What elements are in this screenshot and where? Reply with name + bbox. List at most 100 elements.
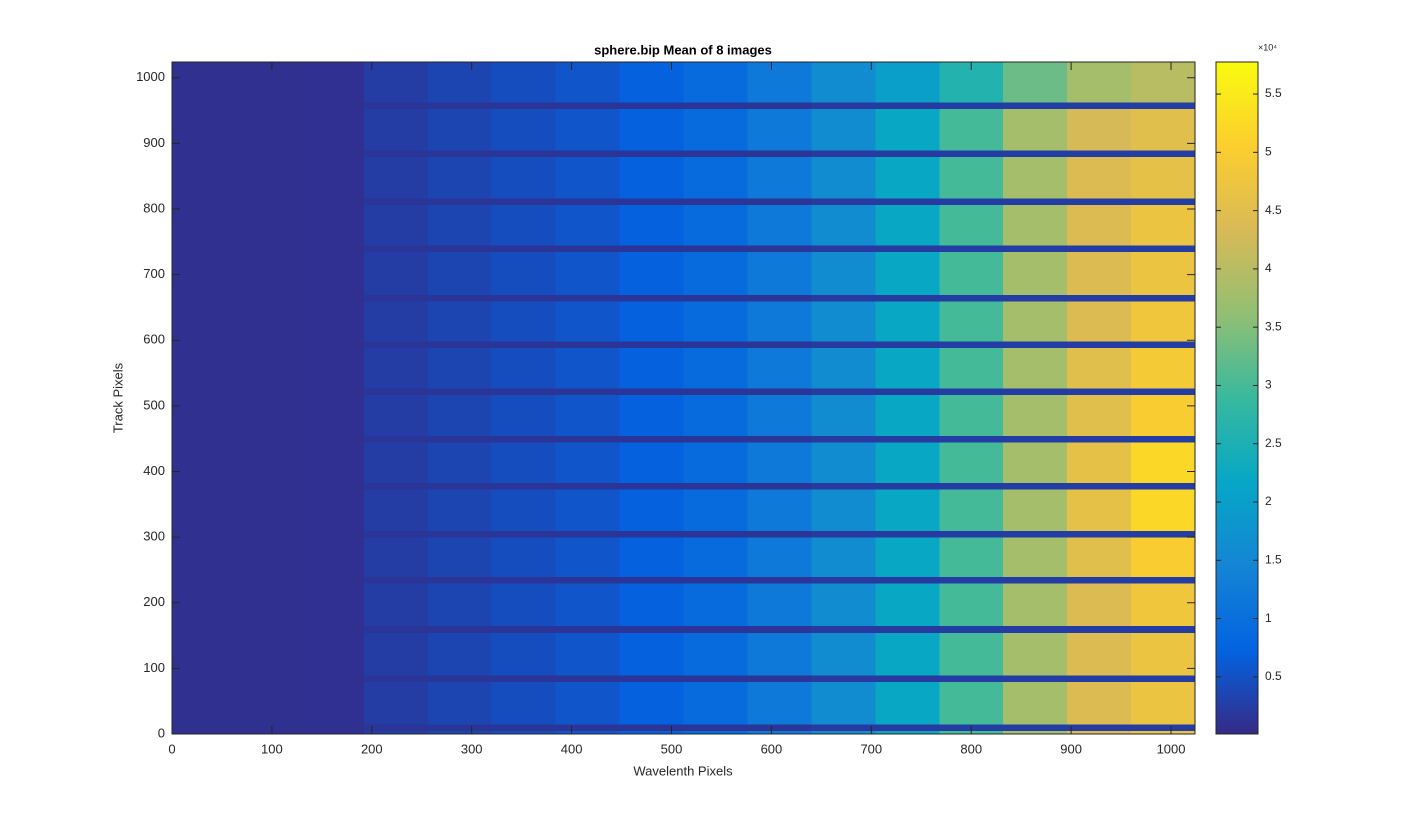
heatmap-cell bbox=[1003, 482, 1068, 490]
heatmap-cell bbox=[683, 300, 748, 342]
heatmap-cell bbox=[1067, 681, 1132, 725]
heatmap-cell bbox=[491, 489, 557, 532]
heatmap-cell bbox=[939, 530, 1004, 538]
heatmap-cell bbox=[875, 394, 940, 436]
heatmap-cell bbox=[491, 730, 557, 735]
heatmap-cell bbox=[299, 149, 365, 157]
heatmap-cell bbox=[491, 537, 557, 577]
heatmap-cell bbox=[235, 108, 301, 151]
heatmap-cell bbox=[619, 62, 684, 103]
heatmap-cell bbox=[747, 625, 812, 633]
heatmap-cell bbox=[363, 530, 429, 538]
heatmap-cell bbox=[299, 108, 365, 151]
heatmap-cell bbox=[1003, 251, 1068, 295]
colorbar-tick-label: 3.5 bbox=[1265, 319, 1282, 333]
heatmap-cell bbox=[1003, 537, 1068, 577]
heatmap-cell bbox=[555, 576, 621, 584]
heatmap-cell bbox=[363, 149, 429, 157]
heatmap-cell bbox=[491, 583, 557, 627]
heatmap-cell bbox=[235, 625, 301, 633]
heatmap-cell bbox=[1131, 204, 1196, 246]
heatmap-cell bbox=[363, 251, 429, 295]
heatmap-cell bbox=[299, 204, 365, 246]
heatmap-cell bbox=[555, 435, 621, 443]
heatmap-cell bbox=[491, 625, 557, 633]
heatmap-cell bbox=[235, 576, 301, 584]
heatmap-cell bbox=[299, 156, 365, 199]
heatmap-cell bbox=[363, 724, 429, 732]
x-axis-label: Wavelenth Pixels bbox=[633, 763, 733, 778]
heatmap-cell bbox=[1003, 204, 1068, 246]
heatmap-cell bbox=[1003, 674, 1068, 682]
heatmap-cell bbox=[875, 681, 940, 725]
heatmap-cell bbox=[363, 632, 429, 676]
x-tick-label: 100 bbox=[261, 741, 283, 756]
heatmap-cell bbox=[299, 394, 365, 436]
heatmap-cell bbox=[1067, 530, 1132, 538]
heatmap-cell bbox=[299, 197, 365, 205]
heatmap-cell bbox=[363, 108, 429, 151]
heatmap-cell bbox=[1131, 681, 1196, 725]
heatmap-cell bbox=[811, 340, 876, 348]
heatmap-cell bbox=[747, 674, 812, 682]
heatmap-cell bbox=[1131, 583, 1196, 627]
heatmap-cell bbox=[1131, 300, 1196, 342]
heatmap-cell bbox=[939, 300, 1004, 342]
heatmap-cell bbox=[619, 435, 684, 443]
heatmap-cell bbox=[811, 576, 876, 584]
heatmap-cell bbox=[1003, 388, 1068, 396]
heatmap-cell bbox=[683, 576, 748, 584]
heatmap-cell bbox=[299, 102, 365, 110]
heatmap-cell bbox=[1003, 681, 1068, 725]
heatmap-cell bbox=[683, 204, 748, 246]
heatmap-cell bbox=[747, 251, 812, 295]
heatmap-cell bbox=[1131, 108, 1196, 151]
heatmap-cell bbox=[1131, 625, 1196, 633]
heatmap-cell bbox=[427, 300, 493, 342]
heatmap-cell bbox=[1003, 149, 1068, 157]
heatmap-cell bbox=[1131, 251, 1196, 295]
heatmap-cell bbox=[1003, 583, 1068, 627]
colorbar bbox=[1215, 61, 1259, 735]
heatmap-cell bbox=[1131, 294, 1196, 302]
heatmap-cell bbox=[555, 197, 621, 205]
heatmap-cell bbox=[683, 156, 748, 199]
heatmap-cell bbox=[235, 245, 301, 253]
heatmap-cell bbox=[427, 251, 493, 295]
heatmap-cell bbox=[747, 730, 812, 735]
heatmap-cell bbox=[1067, 435, 1132, 443]
heatmap-cell bbox=[427, 62, 493, 103]
heatmap-cell bbox=[555, 204, 621, 246]
heatmap-cell bbox=[1067, 724, 1132, 732]
heatmap-cell bbox=[491, 632, 557, 676]
heatmap-cell bbox=[1067, 394, 1132, 436]
heatmap-cell bbox=[172, 674, 237, 682]
heatmap-cell bbox=[1131, 197, 1196, 205]
heatmap-cell bbox=[555, 394, 621, 436]
heatmap-cell bbox=[939, 681, 1004, 725]
heatmap-cell bbox=[1131, 576, 1196, 584]
heatmap-cell bbox=[555, 149, 621, 157]
heatmap-cell bbox=[363, 197, 429, 205]
heatmap-cell bbox=[683, 294, 748, 302]
heatmap-cell bbox=[363, 102, 429, 110]
heatmap-cell bbox=[299, 388, 365, 396]
heatmap-cell bbox=[555, 347, 621, 389]
heatmap-cell bbox=[427, 441, 493, 484]
heatmap-cell bbox=[811, 435, 876, 443]
heatmap-cell bbox=[619, 681, 684, 725]
colorbar-tick-label: 3 bbox=[1265, 378, 1272, 392]
heatmap-cell bbox=[1067, 245, 1132, 253]
heatmap-cell bbox=[875, 576, 940, 584]
heatmap-cell bbox=[875, 632, 940, 676]
heatmap-cell bbox=[747, 583, 812, 627]
y-tick-label: 600 bbox=[143, 332, 165, 347]
heatmap-cell bbox=[811, 632, 876, 676]
heatmap-cell bbox=[1067, 300, 1132, 342]
heatmap-cell bbox=[299, 245, 365, 253]
heatmap-cell bbox=[491, 482, 557, 490]
heatmap-cell bbox=[939, 625, 1004, 633]
heatmap-cell bbox=[427, 730, 493, 735]
y-tick-label: 400 bbox=[143, 463, 165, 478]
heatmap-cell bbox=[427, 724, 493, 732]
